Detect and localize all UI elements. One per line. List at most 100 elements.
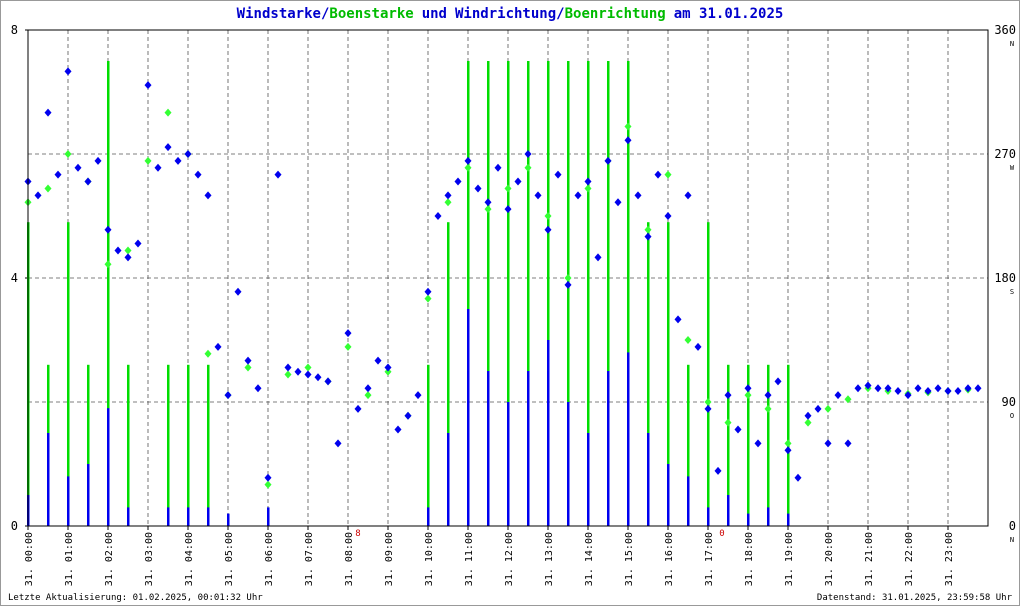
bar [667, 222, 670, 526]
bar [627, 352, 630, 526]
bar [87, 364, 90, 526]
bar [447, 222, 450, 526]
direction-point [944, 386, 952, 395]
direction-point [854, 384, 862, 393]
direction-point [794, 473, 802, 482]
y2-tick-label: 180 [994, 271, 1016, 285]
bar [267, 507, 270, 526]
direction-point [744, 384, 752, 393]
direction-point [544, 225, 552, 234]
direction-point [764, 404, 772, 413]
direction-point [584, 184, 592, 193]
bar [107, 61, 110, 526]
direction-point [444, 191, 452, 200]
direction-point [264, 473, 272, 482]
direction-point [334, 439, 342, 448]
x-tick-label: 31. 00:00 [24, 532, 35, 586]
direction-point [624, 136, 632, 145]
title-part: Boenrichtung [565, 6, 666, 22]
direction-point [824, 404, 832, 413]
bar [107, 408, 110, 526]
direction-point [424, 294, 432, 303]
bar [507, 61, 510, 526]
bar [507, 402, 510, 526]
direction-point [974, 384, 982, 393]
x-tick-label: 31. 03:00 [144, 532, 155, 586]
direction-point [484, 205, 492, 214]
x-tick-label: 31. 07:00 [304, 532, 315, 586]
direction-point [364, 391, 372, 400]
direction-point [464, 156, 472, 165]
bar [187, 364, 190, 526]
bar [727, 364, 730, 526]
y2-compass-label: W [1010, 164, 1015, 172]
bar [567, 61, 570, 526]
plot-border [27, 29, 989, 527]
direction-point [834, 391, 842, 400]
direction-point [784, 446, 792, 455]
bar [67, 222, 70, 526]
x-tick-label: 31. 16:00 [664, 532, 675, 586]
direction-point [354, 404, 362, 413]
direction-point [64, 150, 72, 158]
bar [587, 61, 590, 526]
x-tick-label: 31. 17:00 [704, 532, 715, 586]
direction-point [734, 425, 742, 434]
direction-point [524, 163, 532, 172]
direction-point [44, 184, 52, 193]
direction-point [704, 398, 712, 406]
direction-point [504, 205, 512, 214]
x-tick-label: 31. 08:00 [344, 532, 355, 586]
direction-point [314, 373, 322, 382]
direction-point [754, 439, 762, 448]
direction-point [584, 177, 592, 186]
direction-point [954, 386, 962, 395]
x-tick-label: 31. 23:00 [944, 532, 955, 586]
direction-point [644, 225, 652, 234]
direction-point [104, 260, 112, 269]
direction-point [134, 239, 142, 248]
y2-compass-label: N [1010, 40, 1014, 48]
direction-point [264, 480, 272, 489]
direction-point [634, 191, 642, 200]
direction-point [284, 370, 292, 379]
direction-point [664, 170, 672, 179]
x-tick-label: 31. 06:00 [264, 532, 275, 586]
x-tick-label: 31. 11:00 [464, 532, 475, 586]
direction-point [304, 370, 312, 379]
direction-point [294, 367, 302, 376]
title-part: / [556, 6, 564, 22]
x-tick-label: 31. 02:00 [104, 532, 115, 586]
y2-compass-label: O [1010, 412, 1014, 420]
direction-point [804, 411, 812, 420]
direction-point [684, 336, 692, 344]
direction-point [154, 163, 162, 172]
direction-point [144, 156, 152, 165]
bar [787, 513, 790, 526]
bar [167, 364, 170, 526]
direction-point [274, 170, 282, 179]
x-tick-label: 31. 10:00 [424, 532, 435, 586]
x-tick-label: 31. 05:00 [224, 532, 235, 586]
direction-point [714, 466, 722, 475]
bar [187, 507, 190, 526]
direction-point [704, 404, 712, 413]
y-tick-label: 0 [11, 519, 18, 533]
x-tick-label: 31. 22:00 [904, 532, 915, 586]
bar [127, 507, 130, 526]
direction-point [804, 418, 812, 427]
direction-point [434, 212, 442, 220]
title-part: Windstarke [237, 6, 321, 22]
x-tick-label: 31. 12:00 [504, 532, 515, 586]
direction-point [664, 212, 672, 220]
direction-point [84, 177, 92, 186]
direction-point [344, 342, 352, 351]
direction-point [364, 384, 372, 393]
direction-point [924, 386, 932, 395]
bar [547, 61, 550, 526]
direction-point [564, 280, 572, 289]
title-part: am 31.01.2025 [674, 6, 784, 22]
y2-tick-label: 0 [1009, 519, 1016, 533]
